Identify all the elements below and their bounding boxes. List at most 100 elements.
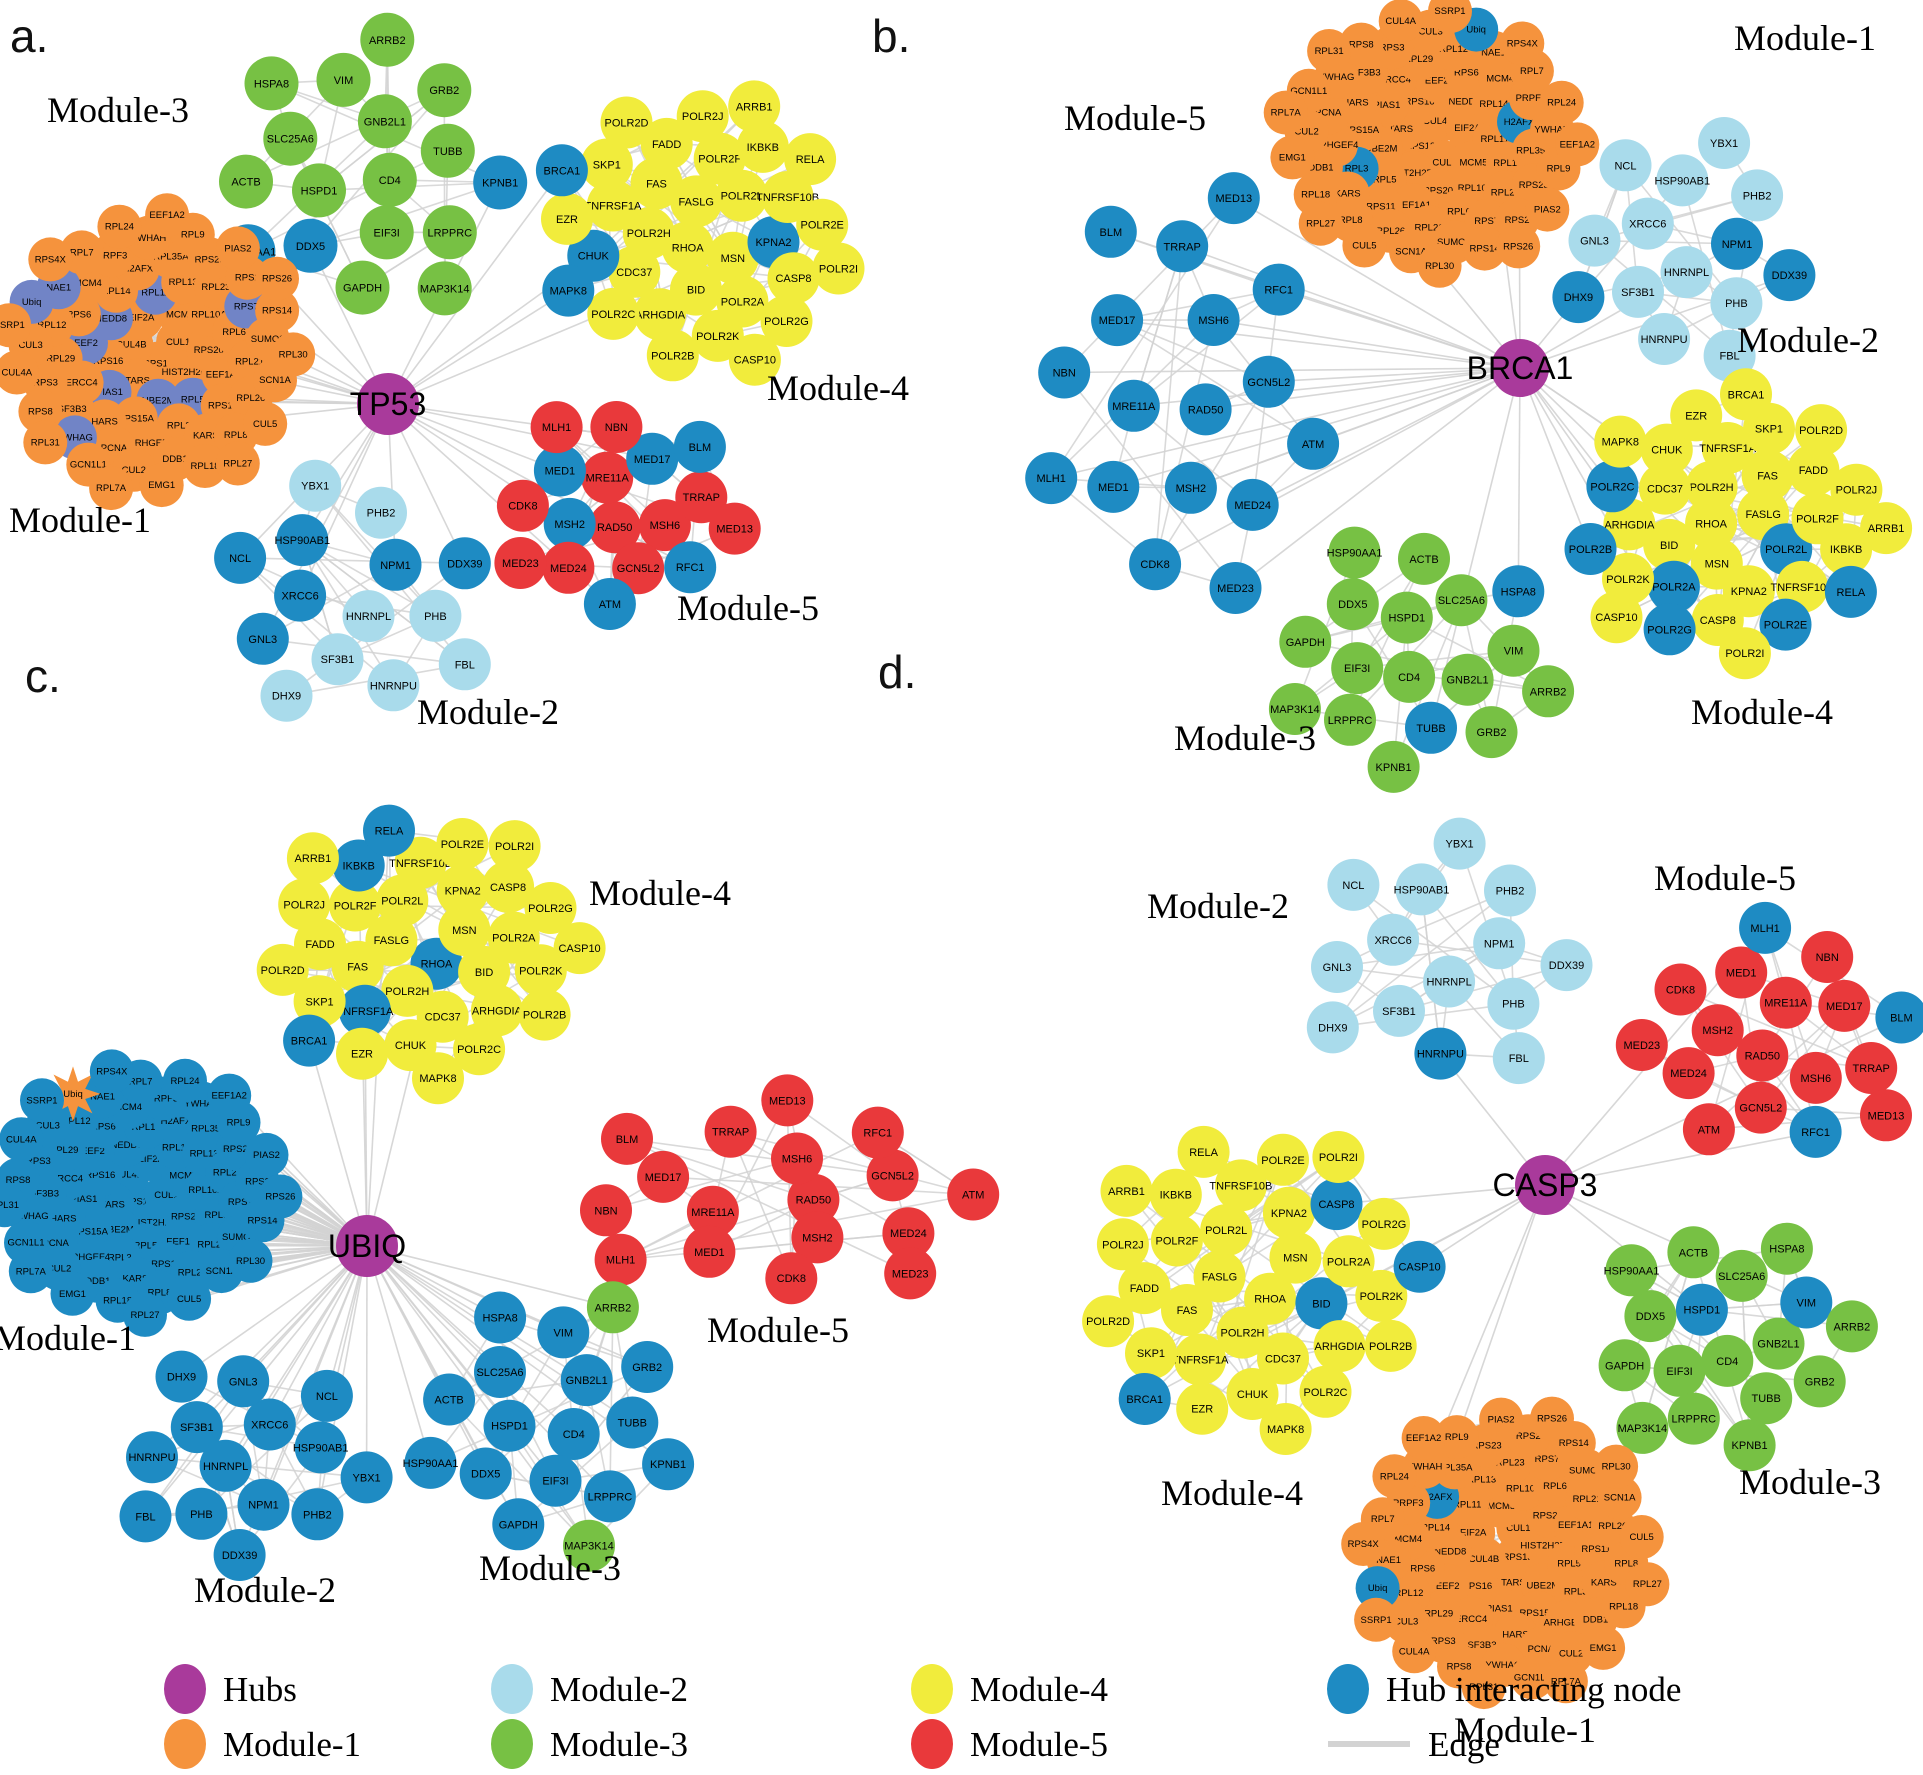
node-label-RAD50: RAD50 [1188, 404, 1223, 416]
network-node-POLR2B [518, 988, 571, 1041]
node-label-RHOA: RHOA [1254, 1294, 1286, 1306]
node-label-RPL21: RPL21 [197, 1240, 226, 1251]
node-label-PCNA: PCNA [1528, 1644, 1555, 1655]
node-label-TNFRSF1A: TNFRSF1A [584, 201, 642, 213]
module-caption: Module-4 [589, 873, 731, 913]
node-label-ARRB2: ARRB2 [595, 1302, 632, 1314]
network-node-ARRB2 [586, 1281, 639, 1334]
network-node-RPL30 [271, 332, 316, 377]
node-label-ARHGEF4: ARHGEF4 [1314, 140, 1359, 151]
panel-c-labels: Module-4 Module-5 Module-1 Module-2 Module-3… [0, 650, 849, 1610]
legend-swatch-module-1 [164, 1719, 206, 1769]
node-label-PHB2: PHB2 [1743, 190, 1772, 202]
network-node-POLR2D [1795, 404, 1848, 457]
network-node-ATM [947, 1168, 1000, 1221]
node-label-NPM1: NPM1 [1484, 938, 1515, 950]
node-label-DDB1: DDB1 [1583, 1615, 1608, 1626]
node-label-MCM5: MCM5 [169, 1171, 197, 1182]
node-label-RPL23: RPL23 [1496, 1458, 1525, 1469]
node-label-CUL3: CUL3 [18, 340, 42, 351]
network-node-BRCA1 [283, 1014, 336, 1067]
hub-node-CASP3 [1515, 1155, 1575, 1215]
node-label-MED24: MED24 [1670, 1068, 1707, 1080]
network-node-CASP8 [482, 860, 535, 913]
node-label-RPL13: RPL13 [1493, 158, 1522, 169]
node-label-RPL7: RPL7 [70, 247, 94, 258]
network-node-MLH1 [1025, 452, 1078, 505]
hub-edge [1519, 367, 1592, 550]
node-label-TRRAP: TRRAP [1853, 1063, 1890, 1075]
network-node-MED23 [494, 537, 547, 589]
hub-edge [1312, 367, 1521, 445]
network-node-MED17 [626, 432, 679, 485]
node-label-CDK8: CDK8 [508, 501, 537, 513]
network-node-POLR2G [1358, 1197, 1410, 1250]
node-label-POLR2D: POLR2D [261, 965, 305, 977]
node-label-POLR2A: POLR2A [721, 297, 765, 309]
network-node-GCN5L2 [612, 542, 665, 595]
node-label-IKBKB: IKBKB [747, 142, 779, 154]
node-label-BRCA1: BRCA1 [544, 165, 581, 177]
node-label-HARS: HARS [50, 1214, 76, 1225]
network-node-TNFRSF1A [1701, 422, 1754, 474]
node-label-RPL24: RPL24 [1380, 1471, 1409, 1482]
network-node-HSPA8 [1492, 565, 1545, 618]
node-label-TUBB: TUBB [1752, 1393, 1781, 1405]
network-node-EZR [336, 1027, 388, 1080]
hub-edge [1064, 367, 1521, 374]
network-node-BRCA1 [1118, 1373, 1171, 1425]
network-node-FADD [1118, 1262, 1171, 1315]
node-label-CD4: CD4 [563, 1429, 585, 1441]
node-label-NEDD8: NEDD8 [95, 313, 127, 324]
node-label-RPL5: RPL5 [181, 395, 205, 406]
node-label-FAS: FAS [646, 178, 667, 190]
node-label-YWHAH: YWHAH [184, 1098, 220, 1109]
node-label-RPS13: RPS13 [1503, 1552, 1533, 1563]
network-node-RAD50 [1179, 383, 1232, 436]
node-label-MAP3K14: MAP3K14 [420, 283, 470, 295]
node-label-CASP8: CASP8 [1318, 1199, 1354, 1211]
node-label-POLR2I: POLR2I [1319, 1152, 1358, 1164]
network-node-FADD [640, 117, 693, 170]
network-node-LRPPRC [1667, 1392, 1720, 1445]
node-label-MCM5: MCM5 [1487, 1501, 1515, 1512]
network-node-MSH2 [543, 497, 596, 550]
network-node-MRE11A [686, 1185, 739, 1238]
node-label-RPS16: RPS16 [1404, 97, 1434, 108]
node-label-XRCC6: XRCC6 [251, 1420, 288, 1432]
network-node-TNFRSF10B [1214, 1159, 1267, 1212]
network-node-MLH1 [1739, 901, 1792, 954]
network-node-TNFRSF10B [394, 836, 447, 889]
node-label-RPL5: RPL5 [134, 1240, 158, 1251]
network-node-TRRAP [675, 471, 728, 524]
node-label-FBL: FBL [1509, 1053, 1529, 1065]
legend: Hubs Module-2 Module-4 Hub interacting node… [164, 1664, 1681, 1769]
node-label-EEF1A2: EEF1A2 [1406, 1433, 1441, 1444]
node-label-DDX39: DDX39 [1549, 960, 1584, 972]
node-label-H2AFX: H2AFX [1504, 117, 1535, 128]
network-node-KPNB1 [642, 1438, 695, 1491]
hub-edge [308, 1040, 368, 1247]
hub-edge [1252, 367, 1521, 506]
module-caption: Module-3 [479, 1548, 621, 1588]
node-label-RPL26: RPL26 [236, 393, 265, 404]
node-label-RPL14: RPL14 [132, 1122, 161, 1133]
node-label-POLR2G: POLR2G [764, 316, 809, 328]
node-label-RPL3: RPL3 [1564, 1587, 1588, 1598]
network-node-TUBB [1405, 701, 1457, 754]
network-node-SKP1 [580, 138, 633, 191]
node-label-RPS7: RPS7 [1474, 216, 1499, 227]
node-label-CUL2: CUL2 [47, 1264, 71, 1275]
node-label-RPS8: RPS8 [1447, 1662, 1472, 1673]
network-node-MAPK8 [1594, 415, 1647, 468]
node-label-HNRNPU: HNRNPU [370, 680, 417, 692]
node-label-ARHGDIA: ARHGDIA [635, 309, 686, 321]
legend-label: Hub interacting node [1386, 1670, 1681, 1709]
network-node-POLR2G [1643, 603, 1696, 656]
node-label-CHUK: CHUK [1237, 1389, 1269, 1401]
network-node-RPL24 [163, 1058, 207, 1103]
node-label-RPS14: RPS14 [262, 306, 292, 317]
network-edge [730, 1130, 974, 1196]
node-label-CUL4A: CUL4A [1385, 16, 1416, 27]
node-label-RPL14: RPL14 [1479, 99, 1508, 110]
